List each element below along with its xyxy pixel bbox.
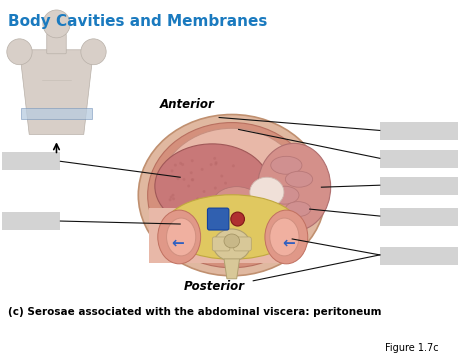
FancyBboxPatch shape	[234, 237, 251, 251]
Circle shape	[214, 196, 217, 199]
Ellipse shape	[275, 215, 303, 231]
Circle shape	[169, 198, 172, 201]
Text: Posterior: Posterior	[184, 280, 245, 293]
Circle shape	[214, 187, 217, 190]
FancyBboxPatch shape	[208, 208, 229, 230]
FancyBboxPatch shape	[149, 208, 281, 263]
Circle shape	[242, 191, 245, 194]
Ellipse shape	[155, 144, 270, 229]
Circle shape	[191, 178, 194, 181]
Text: ←: ←	[171, 235, 183, 250]
Polygon shape	[19, 50, 93, 135]
FancyBboxPatch shape	[380, 151, 458, 168]
Circle shape	[191, 178, 194, 181]
Text: (c) Serosae associated with the abdominal viscera: peritoneum: (c) Serosae associated with the abdomina…	[8, 307, 381, 317]
Circle shape	[170, 196, 173, 198]
FancyBboxPatch shape	[380, 247, 458, 265]
Circle shape	[43, 10, 70, 38]
Text: Figure 1.7c: Figure 1.7c	[385, 343, 438, 353]
Ellipse shape	[265, 210, 308, 264]
FancyBboxPatch shape	[47, 34, 66, 54]
Ellipse shape	[213, 229, 250, 261]
Circle shape	[202, 190, 206, 193]
Ellipse shape	[159, 128, 305, 254]
Circle shape	[190, 171, 193, 174]
Circle shape	[210, 163, 212, 166]
Circle shape	[179, 162, 182, 165]
FancyBboxPatch shape	[380, 208, 458, 226]
Circle shape	[176, 177, 180, 180]
Circle shape	[174, 164, 177, 166]
Circle shape	[182, 178, 185, 181]
Circle shape	[214, 163, 217, 165]
Circle shape	[7, 39, 32, 65]
FancyBboxPatch shape	[380, 122, 458, 140]
Circle shape	[172, 197, 175, 200]
Ellipse shape	[138, 115, 325, 276]
Ellipse shape	[224, 234, 239, 248]
FancyBboxPatch shape	[2, 212, 60, 230]
Circle shape	[181, 163, 184, 166]
Circle shape	[240, 195, 243, 198]
Circle shape	[196, 197, 199, 201]
Circle shape	[172, 193, 174, 197]
Ellipse shape	[250, 177, 284, 207]
Ellipse shape	[166, 218, 196, 256]
FancyBboxPatch shape	[2, 152, 60, 170]
Circle shape	[201, 168, 204, 171]
FancyBboxPatch shape	[21, 108, 91, 120]
Ellipse shape	[271, 156, 302, 174]
Circle shape	[224, 182, 227, 185]
FancyBboxPatch shape	[212, 237, 230, 251]
Ellipse shape	[270, 186, 299, 204]
Ellipse shape	[158, 210, 201, 264]
Circle shape	[220, 175, 223, 178]
Ellipse shape	[257, 143, 331, 231]
FancyBboxPatch shape	[380, 177, 458, 195]
Circle shape	[191, 159, 194, 162]
Circle shape	[187, 185, 190, 187]
Ellipse shape	[270, 218, 299, 256]
Circle shape	[215, 161, 218, 164]
Circle shape	[243, 190, 246, 192]
Text: Body Cavities and Membranes: Body Cavities and Membranes	[8, 14, 267, 29]
Ellipse shape	[164, 195, 299, 259]
Circle shape	[213, 157, 216, 160]
Ellipse shape	[285, 171, 313, 187]
Text: Anterior: Anterior	[160, 98, 214, 111]
Circle shape	[232, 164, 235, 167]
Ellipse shape	[147, 122, 316, 268]
Text: ←: ←	[282, 235, 295, 250]
Ellipse shape	[212, 187, 261, 222]
Circle shape	[231, 212, 245, 226]
Circle shape	[171, 169, 173, 173]
Ellipse shape	[285, 202, 310, 217]
Polygon shape	[224, 259, 239, 279]
Circle shape	[81, 39, 106, 65]
